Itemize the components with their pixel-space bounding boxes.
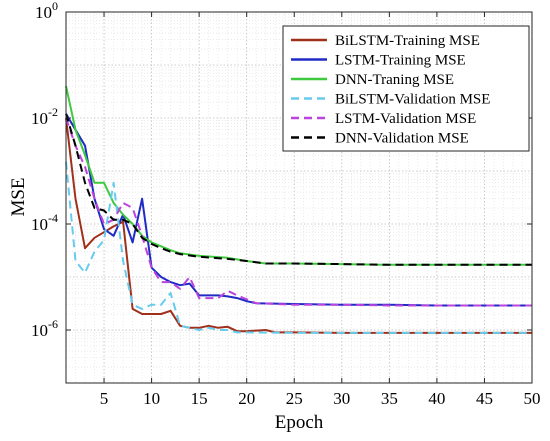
y-tick-exponent: -6 [48, 317, 58, 331]
legend: BiLSTM-Training MSE LSTM-Training MSE DNN-… [282, 25, 530, 152]
legend-entry: BiLSTM-Training MSE [335, 33, 480, 49]
series-line-lstm-training-mse [65, 113, 532, 307]
x-tick-label: 15 [191, 389, 208, 408]
x-tick-label: 25 [286, 389, 303, 408]
x-tick-label: 40 [428, 389, 445, 408]
y-tick-exponent: 0 [52, 0, 58, 13]
x-tick-label: 5 [100, 389, 109, 408]
plot-frame [65, 11, 533, 384]
legend-entry: DNN-Validation MSE [335, 131, 469, 147]
grid-lines [65, 11, 533, 384]
x-tick-label: 50 [524, 389, 541, 408]
x-tick-label: 30 [333, 389, 350, 408]
x-tick-label: 10 [143, 389, 160, 408]
y-tick-label: 10-6 [31, 317, 58, 340]
legend-entry: BiLSTM-Validation MSE [335, 92, 490, 108]
series-lines [65, 85, 532, 334]
y-tick-label: 10-2 [31, 105, 58, 128]
y-tick-exponent: -4 [48, 211, 58, 225]
legend-entry: LSTM-Validation MSE [335, 111, 476, 127]
y-tick-label: 10-4 [31, 211, 58, 234]
x-tick-label: 20 [238, 389, 255, 408]
y-tick-label: 100 [35, 0, 58, 22]
x-tick-label: 45 [476, 389, 493, 408]
y-axis-label: MSE [8, 177, 29, 216]
legend-entry: DNN-Traning MSE [335, 72, 454, 88]
x-axis-label: Epoch [275, 412, 324, 433]
legend-box [282, 25, 530, 152]
series-line-dnn-validation-mse [65, 113, 532, 266]
y-tick-exponent: -2 [48, 105, 58, 119]
x-tick-label: 35 [381, 389, 398, 408]
series-line-bilstm-validation-mse [65, 161, 532, 334]
legend-entry: LSTM-Training MSE [335, 53, 466, 69]
